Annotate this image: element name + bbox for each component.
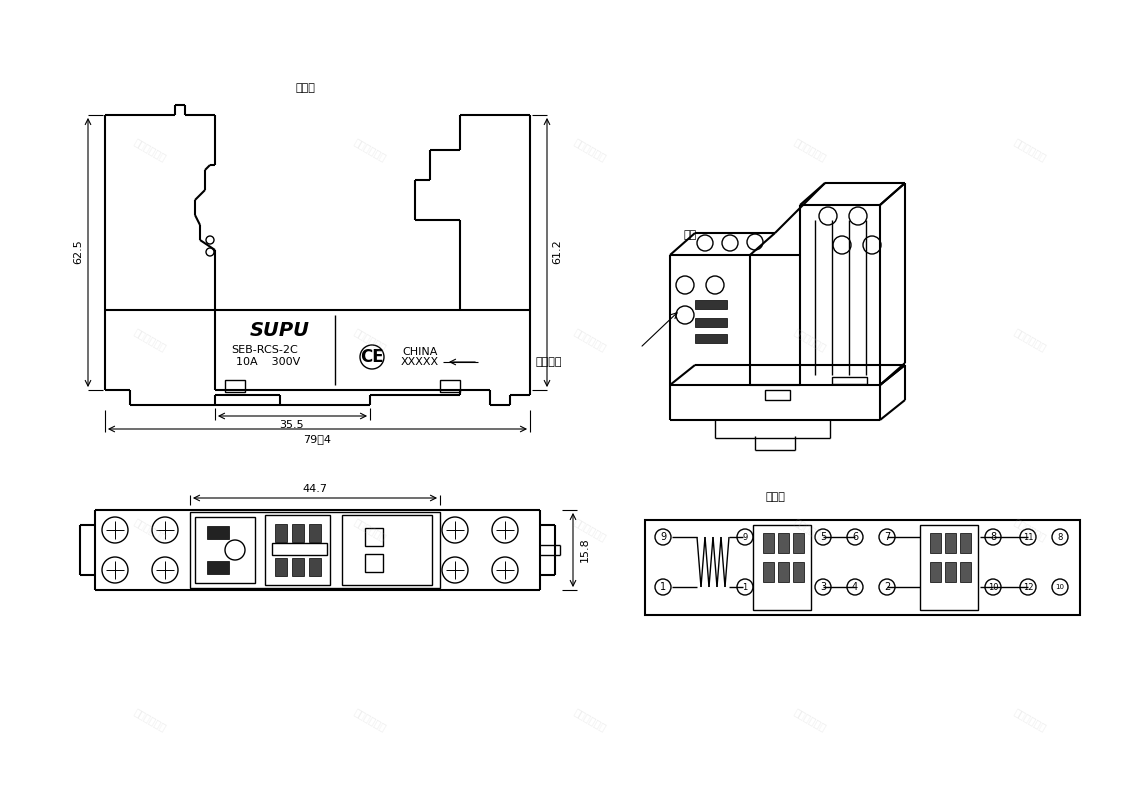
Text: 62.5: 62.5 xyxy=(73,239,83,264)
Bar xyxy=(793,533,804,553)
Bar xyxy=(793,562,804,582)
Bar xyxy=(960,533,971,553)
Text: 苏州工业制造: 苏州工业制造 xyxy=(793,327,827,353)
Bar xyxy=(207,561,229,574)
Text: 3: 3 xyxy=(819,582,826,592)
Text: 8: 8 xyxy=(990,532,997,542)
Text: 苏州工业制造: 苏州工业制造 xyxy=(1012,707,1048,734)
Bar xyxy=(189,512,441,588)
Text: 苏州工业制造: 苏州工业制造 xyxy=(1012,517,1048,543)
Text: 苏州工业制造: 苏州工业制造 xyxy=(1012,327,1048,353)
Text: 苏州工业制造: 苏州工业制造 xyxy=(793,137,827,163)
Bar xyxy=(291,524,304,542)
Text: 苏州工业制造: 苏州工业制造 xyxy=(132,137,168,163)
Text: 7: 7 xyxy=(883,532,890,542)
Text: 8: 8 xyxy=(1057,533,1063,542)
Bar xyxy=(695,300,728,309)
Bar xyxy=(309,524,321,542)
Text: SUPU: SUPU xyxy=(250,320,311,339)
Text: 苏州工业制造: 苏州工业制造 xyxy=(132,707,168,734)
Text: 9: 9 xyxy=(742,533,748,542)
Bar xyxy=(309,558,321,576)
Text: 日期编码: 日期编码 xyxy=(535,357,562,367)
Bar xyxy=(275,558,287,576)
Text: 35.5: 35.5 xyxy=(279,420,304,430)
Bar xyxy=(920,525,978,610)
Text: 苏州工业制造: 苏州工业制造 xyxy=(572,137,608,163)
Text: 苏州工业制造: 苏州工业制造 xyxy=(352,327,388,353)
Bar xyxy=(832,377,867,384)
Bar xyxy=(272,543,327,555)
Bar xyxy=(225,380,245,392)
Bar xyxy=(342,515,432,585)
Text: 苏州工业制造: 苏州工业制造 xyxy=(572,707,608,734)
Text: CE: CE xyxy=(360,348,383,366)
Bar xyxy=(930,533,941,553)
Text: 10A    300V: 10A 300V xyxy=(235,357,300,367)
Text: 苏州工业制造: 苏州工业制造 xyxy=(793,517,827,543)
Text: 5: 5 xyxy=(819,532,826,542)
Bar xyxy=(365,554,383,572)
Bar xyxy=(753,525,810,610)
Bar xyxy=(763,562,773,582)
Text: 1: 1 xyxy=(742,583,748,592)
Text: 10: 10 xyxy=(1056,584,1065,590)
Bar xyxy=(945,562,956,582)
Text: XXXXX: XXXXX xyxy=(401,357,439,367)
Bar xyxy=(960,562,971,582)
Text: 苏州工业制造: 苏州工业制造 xyxy=(793,707,827,734)
Text: SEB-RCS-2C: SEB-RCS-2C xyxy=(232,345,298,355)
Text: 苏州工业制造: 苏州工业制造 xyxy=(1012,137,1048,163)
Bar xyxy=(275,524,287,542)
Bar xyxy=(945,533,956,553)
Text: 61.2: 61.2 xyxy=(552,239,562,264)
Text: 接线图: 接线图 xyxy=(765,492,785,502)
Bar xyxy=(207,526,229,539)
Text: 15.8: 15.8 xyxy=(580,538,590,562)
Text: 苏州工业制造: 苏州工业制造 xyxy=(352,517,388,543)
Bar xyxy=(778,562,789,582)
Bar xyxy=(265,515,330,585)
Text: 11: 11 xyxy=(1022,533,1034,542)
Text: 44.7: 44.7 xyxy=(303,484,327,494)
Text: 4: 4 xyxy=(852,582,858,592)
Text: CHINA: CHINA xyxy=(402,347,437,357)
Bar xyxy=(763,533,773,553)
Text: 9: 9 xyxy=(660,532,666,542)
Bar xyxy=(195,517,254,583)
Text: 苏州工业制造: 苏州工业制造 xyxy=(132,517,168,543)
Text: 苏州工业制造: 苏州工业制造 xyxy=(352,707,388,734)
Bar xyxy=(441,380,460,392)
Text: 苏州工业制造: 苏州工业制造 xyxy=(132,327,168,353)
Bar xyxy=(645,520,1080,615)
Bar xyxy=(291,558,304,576)
Bar xyxy=(695,318,728,327)
Text: 12: 12 xyxy=(1022,583,1034,592)
Text: 6: 6 xyxy=(852,532,858,542)
Bar xyxy=(930,562,941,582)
Text: 79，4: 79，4 xyxy=(303,434,331,444)
Bar xyxy=(695,334,728,343)
Bar xyxy=(778,533,789,553)
Text: 苏州工业制造: 苏州工业制造 xyxy=(572,327,608,353)
Text: 苏州工业制造: 苏州工业制造 xyxy=(572,517,608,543)
Text: 2: 2 xyxy=(883,582,890,592)
Text: 正面图: 正面图 xyxy=(295,83,315,93)
Text: 侧面: 侧面 xyxy=(684,230,696,240)
Bar xyxy=(765,390,790,400)
Text: 10: 10 xyxy=(988,583,998,592)
Bar xyxy=(365,528,383,546)
Text: 1: 1 xyxy=(660,582,666,592)
Text: 苏州工业制造: 苏州工业制造 xyxy=(352,137,388,163)
